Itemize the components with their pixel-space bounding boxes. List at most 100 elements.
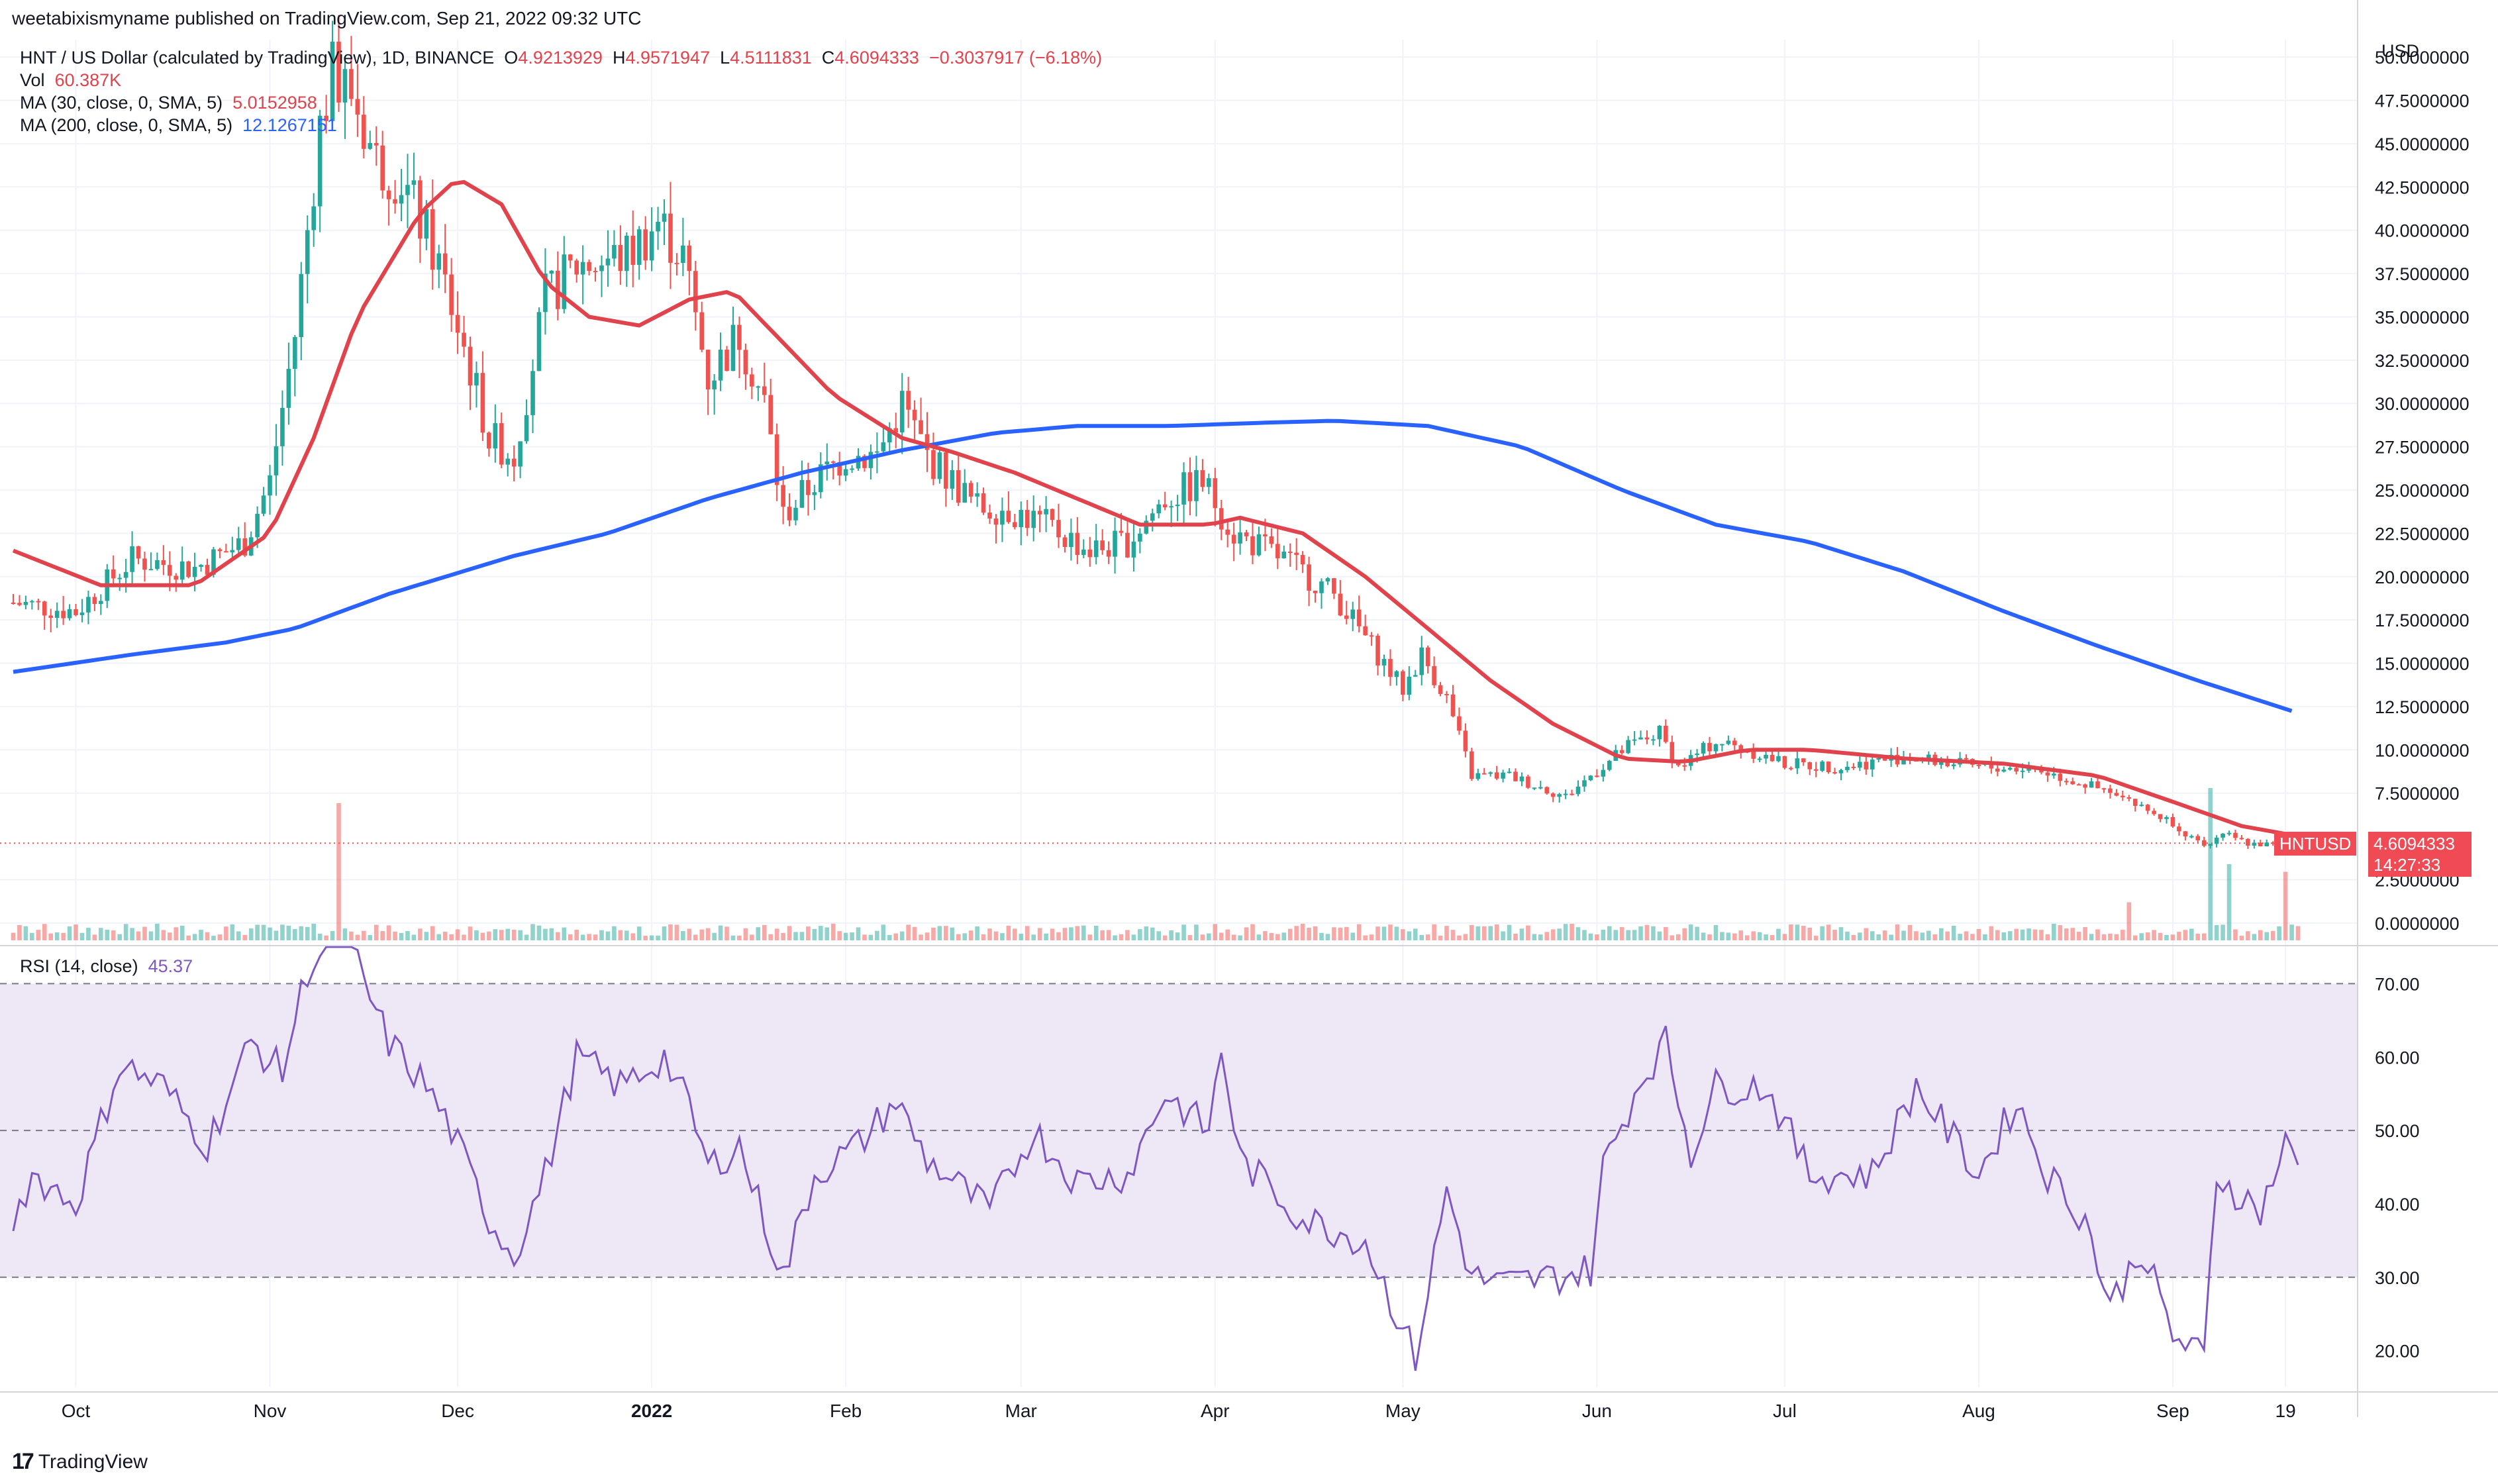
volume-bar bbox=[205, 932, 210, 940]
volume-bar bbox=[362, 930, 366, 940]
candle-body bbox=[649, 231, 654, 261]
volume-bar bbox=[1513, 933, 1518, 940]
symbol-price-tag: HNTUSD bbox=[2274, 832, 2357, 856]
candle-body bbox=[1644, 737, 1650, 740]
candle-body bbox=[1200, 470, 1205, 487]
candle-body bbox=[1006, 511, 1011, 522]
rsi-tick-label: 20.00 bbox=[2375, 1342, 2420, 1361]
candle-body bbox=[1832, 772, 1837, 774]
legend-ma30-value: 5.0152958 bbox=[232, 93, 317, 113]
candle-body bbox=[968, 483, 974, 497]
legend-ma30-label: MA (30, close, 0, SMA, 5) bbox=[20, 93, 223, 113]
candle-body bbox=[1732, 740, 1737, 746]
volume-bar bbox=[2252, 934, 2257, 940]
volume-bar bbox=[1795, 924, 1800, 940]
volume-bar bbox=[636, 926, 642, 940]
volume-bar bbox=[2076, 932, 2081, 940]
candle-body bbox=[1945, 762, 1950, 767]
candle-body bbox=[36, 601, 41, 603]
volume-bar bbox=[1363, 935, 1368, 940]
candle-body bbox=[61, 611, 66, 618]
volume-bar bbox=[368, 934, 373, 940]
volume-bar bbox=[1238, 935, 1242, 940]
candle-body bbox=[230, 550, 235, 553]
volume-bar bbox=[48, 933, 54, 940]
candle-body bbox=[1219, 508, 1224, 530]
candle-body bbox=[280, 407, 285, 446]
candle-body bbox=[480, 373, 485, 433]
candle-body bbox=[1901, 758, 1906, 765]
candle-body bbox=[1281, 552, 1287, 559]
candle-body bbox=[568, 254, 573, 261]
price-tick-label: 47.5000000 bbox=[2375, 91, 2470, 111]
tradingview-footer[interactable]: 17 TradingView bbox=[12, 1449, 148, 1475]
candle-body bbox=[2020, 770, 2025, 772]
candle-body bbox=[311, 206, 317, 230]
volume-bar bbox=[1813, 936, 1819, 940]
candle-body bbox=[950, 470, 955, 489]
candle-body bbox=[405, 185, 410, 195]
candle-body bbox=[1513, 771, 1518, 781]
candle-body bbox=[211, 549, 216, 575]
time-tick-label: 2022 bbox=[631, 1401, 672, 1421]
volume-bar bbox=[919, 934, 923, 940]
candle-body bbox=[1807, 762, 1813, 769]
volume-bar bbox=[2295, 926, 2301, 940]
volume-bar bbox=[155, 923, 160, 940]
candle-body bbox=[380, 145, 385, 191]
price-tick-label: 35.0000000 bbox=[2375, 307, 2470, 327]
volume-bar bbox=[1720, 932, 1724, 940]
time-tick-label: 19 bbox=[2275, 1401, 2296, 1421]
volume-bar bbox=[981, 934, 986, 940]
volume-bar bbox=[1263, 931, 1268, 940]
volume-bar bbox=[705, 928, 711, 940]
volume-bar bbox=[399, 932, 404, 940]
volume-bar bbox=[662, 926, 667, 940]
legend-rsi-row[interactable]: RSI (14, close) 45.37 bbox=[20, 956, 193, 977]
candle-body bbox=[656, 221, 660, 232]
candle-body bbox=[286, 369, 291, 408]
candle-body bbox=[819, 464, 823, 493]
volume-bar bbox=[1000, 933, 1005, 940]
candle-body bbox=[449, 274, 454, 315]
volume-bar bbox=[2132, 935, 2138, 940]
candle-body bbox=[2252, 842, 2257, 846]
volume-bar bbox=[1181, 924, 1186, 940]
candle-body bbox=[1113, 530, 1117, 557]
candle-body bbox=[1481, 773, 1487, 775]
legend-high-label: H bbox=[612, 48, 626, 68]
candle-body bbox=[636, 229, 642, 265]
volume-bar bbox=[167, 932, 172, 940]
legend-ma200-row[interactable]: MA (200, close, 0, SMA, 5) 12.1267151 bbox=[20, 115, 337, 136]
candle-body bbox=[167, 565, 172, 576]
candle-body bbox=[2221, 833, 2225, 838]
volume-bar bbox=[1832, 929, 1837, 940]
legend-symbol[interactable]: HNT / US Dollar (calculated by TradingVi… bbox=[20, 48, 495, 68]
volume-bar bbox=[2121, 930, 2125, 940]
volume-bar bbox=[186, 935, 191, 940]
candlesticks bbox=[11, 15, 2301, 849]
volume-bar bbox=[1200, 934, 1205, 940]
candle-body bbox=[2039, 769, 2044, 773]
legend-volume-row[interactable]: Vol 60.387K bbox=[20, 70, 121, 91]
candle-body bbox=[574, 260, 579, 275]
candle-body bbox=[750, 374, 754, 387]
candle-body bbox=[1037, 511, 1042, 515]
candle-body bbox=[1131, 541, 1136, 558]
volume-bar bbox=[2183, 930, 2188, 940]
candle-body bbox=[1319, 581, 1324, 593]
volume-bar bbox=[1175, 932, 1180, 940]
volume-bar bbox=[1651, 926, 1656, 940]
candle-body bbox=[362, 115, 366, 149]
volume-bar bbox=[424, 932, 429, 940]
volume-bar bbox=[1231, 934, 1236, 940]
volume-bar bbox=[99, 928, 103, 940]
legend-ma30-row[interactable]: MA (30, close, 0, SMA, 5) 5.0152958 bbox=[20, 93, 317, 113]
candle-body bbox=[1369, 635, 1374, 637]
candle-body bbox=[1864, 762, 1869, 769]
candle-body bbox=[2214, 837, 2219, 844]
volume-bar bbox=[730, 935, 736, 940]
candle-body bbox=[23, 602, 28, 605]
volume-bar bbox=[217, 934, 223, 940]
